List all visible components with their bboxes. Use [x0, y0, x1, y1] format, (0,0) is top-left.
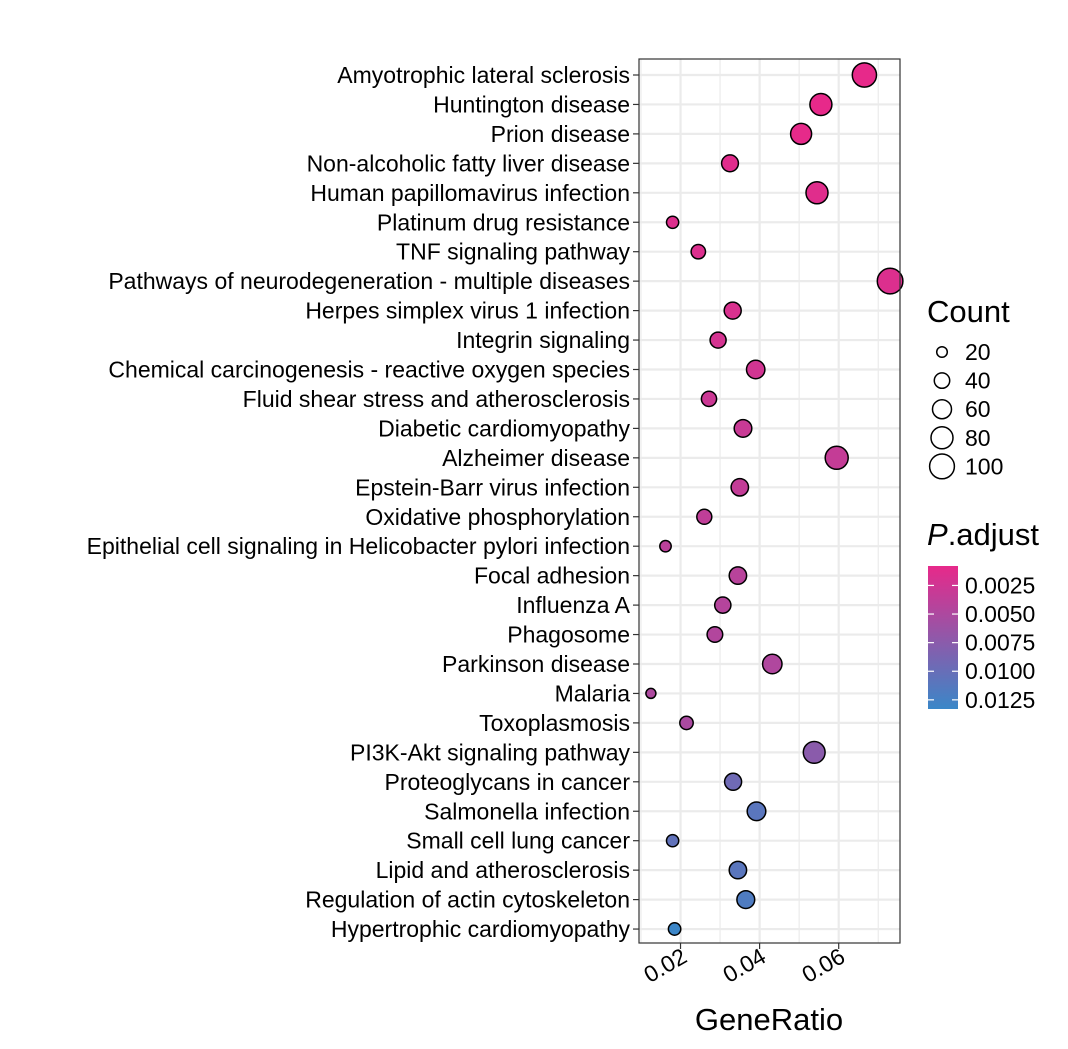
color-bar	[928, 566, 958, 709]
y-tick-label: Hypertrophic cardiomyopathy	[331, 916, 631, 942]
data-point	[733, 418, 753, 438]
data-point	[709, 331, 727, 349]
data-points	[645, 62, 904, 936]
color-legend-label: 0.0050	[965, 601, 1035, 627]
y-tick-labels: Amyotrophic lateral sclerosis Huntington …	[87, 62, 639, 942]
size-legend-label: 100	[965, 453, 1003, 479]
y-tick-label: Human papillomavirus infection	[310, 180, 630, 206]
data-point	[723, 301, 742, 320]
data-point	[696, 508, 713, 526]
y-tick-label: Phagosome	[507, 622, 630, 648]
data-point	[730, 477, 750, 497]
data-point	[723, 772, 743, 792]
data-point	[645, 687, 657, 700]
y-tick-label: Epstein-Barr virus infection	[355, 474, 630, 500]
y-tick-label: TNF signaling pathway	[396, 239, 630, 265]
y-tick-label: PI3K-Akt signaling pathway	[350, 739, 630, 765]
y-tick-label: Small cell lung cancer	[406, 828, 630, 854]
y-tick-label: Regulation of actin cytoskeleton	[305, 887, 630, 913]
data-point	[665, 215, 680, 230]
y-tick-label: Salmonella infection	[424, 798, 630, 824]
data-point	[802, 740, 826, 765]
color-legend-title: P.adjust	[927, 517, 1039, 552]
y-tick-label: Toxoplasmosis	[479, 710, 630, 736]
x-tick-label: 0.06	[797, 943, 849, 988]
data-point	[736, 889, 756, 910]
data-point	[824, 445, 849, 471]
color-legend-label: 0.0025	[965, 572, 1035, 598]
y-tick-label: Influenza A	[516, 592, 630, 618]
data-point	[876, 267, 904, 295]
y-tick-label: Amyotrophic lateral sclerosis	[337, 62, 630, 88]
x-tick-labels: 0.02 0.04 0.06	[639, 943, 849, 988]
data-point	[809, 92, 833, 117]
y-tick-label: Parkinson disease	[442, 651, 630, 677]
data-point	[745, 359, 766, 380]
data-point	[851, 62, 878, 88]
y-tick-label: Diabetic cardiomyopathy	[378, 415, 630, 441]
data-point	[728, 566, 748, 586]
data-point	[690, 243, 707, 260]
y-tick-label: Chemical carcinogenesis - reactive oxyge…	[108, 357, 630, 383]
y-tick-label: Oxidative phosphorylation	[365, 504, 630, 530]
y-tick-label: Proteoglycans in cancer	[385, 769, 631, 795]
y-tick-label: Malaria	[555, 680, 631, 706]
size-legend-label: 60	[965, 396, 991, 422]
data-point	[667, 922, 682, 936]
data-point	[761, 653, 783, 675]
y-tick-label: Lipid and atherosclerosis	[376, 857, 630, 883]
size-legend-title: Count	[927, 294, 1010, 329]
size-legend-circle	[930, 426, 954, 450]
y-tick-label: Alzheimer disease	[442, 445, 630, 471]
data-point	[789, 122, 813, 146]
color-legend-label: 0.0100	[965, 658, 1035, 684]
color-legend-label: 0.0075	[965, 630, 1035, 656]
size-legend-label: 40	[965, 368, 991, 394]
size-legend-circle	[931, 398, 953, 420]
data-point	[700, 390, 718, 408]
y-tick-label: Non-alcoholic fatty liver disease	[307, 150, 630, 176]
size-legend-label: 80	[965, 425, 991, 451]
grid-lines	[639, 59, 900, 943]
data-point	[720, 154, 740, 173]
x-tick-label: 0.04	[718, 943, 770, 988]
y-tick-label: Herpes simplex virus 1 infection	[305, 298, 630, 324]
size-legend-label: 20	[965, 339, 991, 365]
data-point	[706, 625, 724, 644]
x-axis-title: GeneRatio	[695, 1002, 843, 1037]
data-point	[713, 596, 732, 614]
y-tick-label: Epithelial cell signaling in Helicobacte…	[87, 533, 630, 559]
y-tick-label: Fluid shear stress and atherosclerosis	[243, 386, 630, 412]
y-tick-label: Pathways of neurodegeneration - multiple…	[108, 268, 630, 294]
data-point	[746, 801, 767, 822]
y-tick-label: Platinum drug resistance	[377, 209, 630, 235]
x-tick-label: 0.02	[639, 943, 691, 988]
panel-border	[638, 58, 901, 944]
y-tick-label: Huntington disease	[433, 91, 630, 117]
y-tick-label: Prion disease	[491, 121, 630, 147]
y-tick-label: Focal adhesion	[474, 563, 630, 589]
y-tick-label: Integrin signaling	[456, 327, 630, 353]
data-point	[665, 833, 680, 848]
size-legend-circle	[933, 372, 951, 390]
data-point	[679, 715, 694, 731]
color-legend-title-italic: P	[927, 517, 948, 552]
data-point	[659, 539, 672, 553]
data-point	[728, 860, 748, 880]
color-legend-title-rest: .adjust	[948, 517, 1040, 552]
size-legend-circle	[928, 453, 956, 480]
color-legend-label: 0.0125	[965, 687, 1035, 713]
data-point	[805, 181, 829, 205]
size-legend-circle	[935, 345, 949, 359]
